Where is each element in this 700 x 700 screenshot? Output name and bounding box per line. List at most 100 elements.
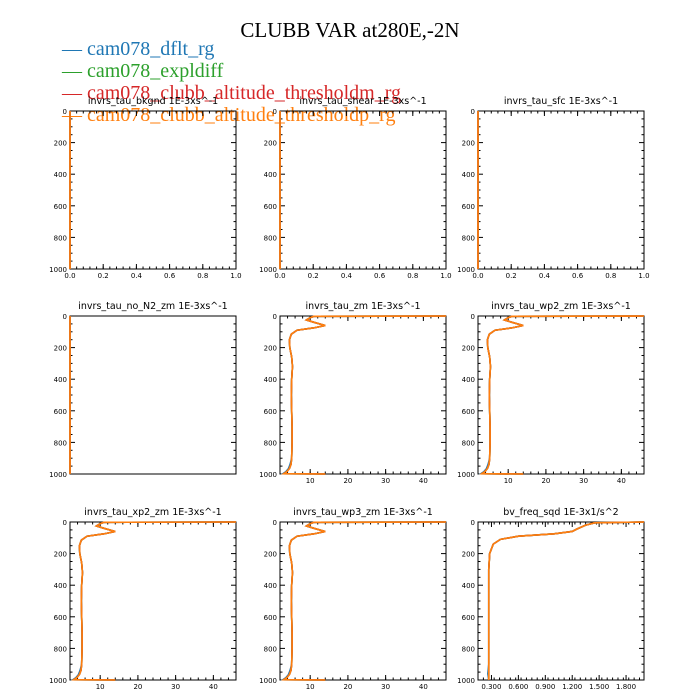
legend-item-altm: — cam078_clubb_altitude_thresholdm_rg — [62, 82, 401, 104]
y-tick-label: 0 — [273, 519, 277, 527]
x-tick-label: 30 — [381, 683, 390, 691]
series-line-expldiff — [281, 315, 447, 475]
x-tick-label: 1.0 — [638, 272, 649, 280]
y-tick-label: 200 — [54, 551, 67, 559]
y-tick-label: 200 — [462, 140, 475, 148]
x-tick-label: 10 — [306, 683, 315, 691]
x-tick-label: 40 — [617, 477, 626, 485]
series-line-dflt — [280, 521, 447, 681]
y-tick-label: 1000 — [49, 677, 67, 685]
panel-7: invrs_tau_xp2_zm 1E-3xs^-1 0 200 400 600 800 1… — [49, 507, 237, 691]
series-line-dflt — [487, 521, 645, 681]
panel-6: invrs_tau_wp2_zm 1E-3xs^-1 0 200 400 600 800 1… — [457, 301, 645, 485]
x-tick-label: 40 — [209, 683, 218, 691]
y-tick-label: 1000 — [49, 471, 67, 479]
legend-item-altp: — cam078_clubb_altitude_thresholdp_rg — [62, 104, 401, 126]
y-tick-label: 600 — [264, 408, 277, 416]
y-tick-label: 400 — [462, 376, 475, 384]
series-line-dflt — [280, 315, 447, 475]
x-tick-label: 0.6 — [164, 272, 176, 280]
panel-8: invrs_tau_wp3_zm 1E-3xs^-1 0 200 400 600 800 1… — [259, 507, 447, 691]
y-tick-label: 1000 — [259, 471, 277, 479]
x-tick-label: 10 — [306, 477, 315, 485]
y-tick-label: 600 — [462, 203, 475, 211]
series-line-altp — [281, 521, 447, 681]
x-tick-label: 1.200 — [562, 683, 582, 691]
x-tick-label: 1.0 — [230, 272, 241, 280]
x-tick-label: 40 — [419, 477, 428, 485]
panel-title: invrs_tau_zm 1E-3xs^-1 — [306, 301, 421, 312]
y-tick-label: 1000 — [457, 471, 475, 479]
y-tick-label: 800 — [462, 439, 475, 447]
x-tick-label: 0.4 — [539, 272, 551, 280]
y-tick-label: 800 — [264, 234, 277, 242]
x-tick-label: 0.6 — [374, 272, 386, 280]
plot-frame — [69, 110, 237, 270]
figure-title: CLUBB VAR at280E,-2N — [240, 18, 460, 42]
plot-frame — [279, 110, 447, 270]
panel-2: invrs_tau_shear 1E-3xs^-1 0 200 400 600 800 10… — [259, 96, 451, 280]
legend-label-altm: cam078_clubb_altitude_thresholdm_rg — [87, 82, 402, 104]
series-line-altp — [479, 315, 645, 475]
series-line-dflt — [478, 315, 645, 475]
y-tick-label: 200 — [54, 345, 67, 353]
x-tick-label: 0.4 — [131, 272, 143, 280]
series-line-altm — [281, 521, 447, 681]
panel-9: bv_freq_sqd 1E-3x1/s^2 0 200 400 600 800 1000 0… — [457, 507, 645, 691]
plot-frame — [477, 110, 645, 270]
y-tick-label: 200 — [462, 345, 475, 353]
x-tick-label: 0.300 — [481, 683, 501, 691]
y-tick-label: 1000 — [259, 266, 277, 274]
y-tick-label: 600 — [462, 408, 475, 416]
y-tick-label: 400 — [54, 171, 67, 179]
legend-label-expldiff: cam078_expldiff — [87, 60, 224, 82]
panel-1: invrs_tau_bkgnd 1E-3xs^-1 0 200 400 600 800 10… — [49, 96, 241, 280]
y-tick-label: 200 — [54, 140, 67, 148]
legend-line-dflt: — — [62, 38, 82, 60]
plot-frame — [279, 521, 447, 681]
y-tick-label: 0 — [471, 313, 475, 321]
x-tick-label: 30 — [381, 477, 390, 485]
y-tick-label: 0 — [273, 313, 277, 321]
panel-title: invrs_tau_xp2_zm 1E-3xs^-1 — [84, 507, 221, 518]
legend-line-expldiff: — — [62, 60, 82, 82]
panel-title: invrs_tau_sfc 1E-3xs^-1 — [504, 96, 618, 107]
series-line-altp — [487, 521, 645, 680]
y-tick-label: 600 — [462, 614, 475, 622]
x-tick-label: 0.6 — [572, 272, 584, 280]
y-tick-label: 200 — [264, 345, 277, 353]
legend-line-altp: — — [62, 104, 82, 126]
y-tick-label: 1000 — [49, 266, 67, 274]
x-tick-label: 0.0 — [64, 272, 75, 280]
x-tick-label: 20 — [133, 683, 142, 691]
panel-title: invrs_tau_wp2_zm 1E-3xs^-1 — [491, 301, 631, 312]
series-line-expldiff — [71, 521, 237, 681]
x-tick-label: 0.900 — [535, 683, 555, 691]
y-tick-label: 400 — [54, 376, 67, 384]
x-tick-label: 30 — [171, 683, 180, 691]
y-tick-label: 800 — [264, 645, 277, 653]
plot-frame — [477, 521, 645, 681]
y-tick-label: 0 — [471, 108, 475, 116]
y-tick-label: 800 — [54, 439, 67, 447]
panel-5: invrs_tau_zm 1E-3xs^-1 0 200 400 600 800 1000 1… — [259, 301, 447, 485]
series-line-altp — [281, 315, 447, 475]
legend-label-altp: cam078_clubb_altitude_thresholdp_rg — [87, 104, 396, 126]
series-line-expldiff — [479, 315, 645, 475]
x-tick-label: 20 — [343, 477, 352, 485]
y-tick-label: 200 — [264, 551, 277, 559]
series-line-altm — [487, 521, 645, 680]
plot-frame — [69, 315, 237, 475]
x-tick-label: 1.0 — [440, 272, 451, 280]
x-tick-label: 0.8 — [407, 272, 418, 280]
y-tick-label: 0 — [471, 519, 475, 527]
y-tick-label: 0 — [273, 108, 277, 116]
series-line-altm — [479, 315, 645, 475]
panel-4: invrs_tau_no_N2_zm 1E-3xs^-1 0 200 400 600 80… — [49, 301, 237, 479]
x-tick-label: 1.800 — [616, 683, 636, 691]
x-tick-label: 10 — [504, 477, 513, 485]
y-tick-label: 600 — [54, 203, 67, 211]
y-tick-label: 800 — [264, 439, 277, 447]
y-tick-label: 0 — [63, 313, 67, 321]
y-tick-label: 1000 — [457, 677, 475, 685]
